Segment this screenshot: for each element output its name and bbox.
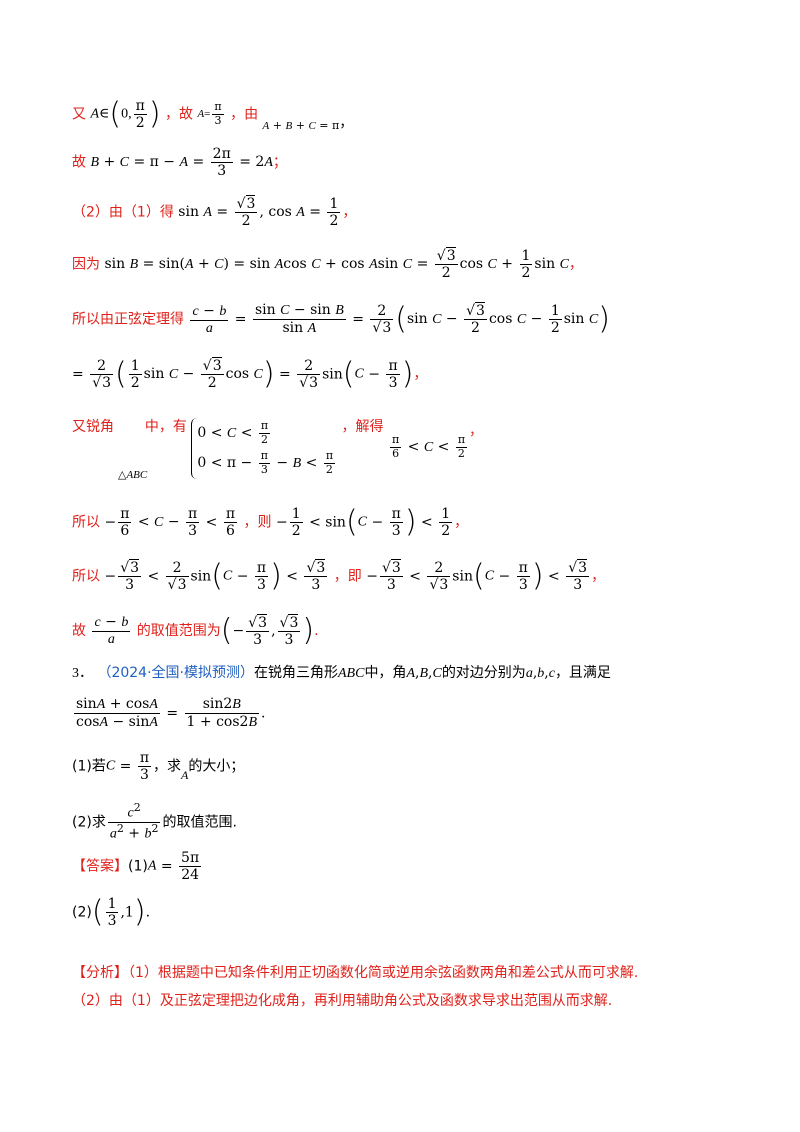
analysis-label: 【分析】 xyxy=(72,965,128,981)
q3-part1-ask: ，求 xyxy=(153,758,182,775)
text-zhongyou: 中，有 xyxy=(144,419,187,436)
question-number: 3． xyxy=(72,666,93,681)
answer-label: 【答案】 xyxy=(72,858,128,875)
text-suoyi-zhengxian: 所以由正弦定理得 xyxy=(72,311,184,328)
q3-text-d: ，且满足 xyxy=(554,665,611,681)
answer-line-2: (2)(1 3,1). xyxy=(72,894,151,930)
question-3: 3． （2024·全国·模拟预测）在锐角三角形ABC中，角A,B,C的对边分别为… xyxy=(72,665,611,681)
line-4: 因为 sin B = sin(A + C) = sin Acos C + cos… xyxy=(72,247,583,282)
answer-part2: (2) xyxy=(72,904,92,921)
q3-part1-size: 的大小； xyxy=(188,758,245,775)
text-ruijiao: 又锐角 xyxy=(72,419,114,436)
text-you: 又 xyxy=(72,106,86,123)
text-ze: ，则 xyxy=(243,514,272,531)
text-suoyi-1: 所以 xyxy=(72,514,100,531)
question-3-part2: (2)求 c2 a2 + b2 的取值范围. xyxy=(72,801,237,842)
answer-line-1: 【答案】(1)A = 5π 24 xyxy=(72,850,202,884)
text-suoyi-2: 所以 xyxy=(72,568,100,585)
text-you2: ，由 xyxy=(230,106,259,123)
q3-text-a: 在锐角三角形 xyxy=(253,665,338,681)
text-gu: ，故 xyxy=(164,106,193,123)
answer-part1: (1) xyxy=(128,858,148,875)
line-6: = 2 √3(1 2 sin C − √3 2 cos C) = 2 √3 sin(C − π… xyxy=(72,356,428,392)
text-gu2: 故 xyxy=(72,154,86,171)
line-2: 故 B + C = π − A = 2π 3 = 2A； xyxy=(72,146,287,180)
analysis-text-2: （2）由（1）及正弦定理把边化成角，再利用辅助角公式及函数求导求出范围从而求解. xyxy=(72,993,613,1009)
analysis-text-1: （1）根据题中已知条件利用正切函数化简或逆用余弦函数两角和差公式从而可求解. xyxy=(128,965,639,981)
text-jiede: ，解得 xyxy=(341,419,384,436)
math-A-in: A xyxy=(90,106,100,122)
question-source: （2024·全国·模拟预测） xyxy=(97,665,254,681)
line-3: （2）由（1）得 sin A = √3 2, cos A = 1 2， xyxy=(72,195,357,230)
q3-part1-label: (1)若 xyxy=(72,758,106,775)
question-3-part1: (1)若C = π 3 ，求A的大小； xyxy=(72,750,245,784)
q3-text-c: 的对边分别为 xyxy=(441,665,526,681)
line-1: 又 A∈(0, π 2) ，故 A= π 3 ，由 A + B + C = π， xyxy=(72,96,354,132)
analysis-line-1: 【分析】（1）根据题中已知条件利用正切函数化简或逆用余弦函数两角和差公式从而可求… xyxy=(72,966,638,980)
analysis-line-2: （2）由（1）及正弦定理把边化成角，再利用辅助角公式及函数求导求出范围从而求解. xyxy=(72,994,612,1008)
text-gu3: 故 xyxy=(72,623,86,640)
question-3-equation: sinA + cosA cosA − sinA = sin2B 1 + cos2B. xyxy=(74,696,266,731)
q3-text-b: 中，角 xyxy=(364,665,407,681)
text-range: 的取值范围为 xyxy=(136,623,221,640)
text-yinwei: 因为 xyxy=(72,256,100,273)
line-9: 所以 − √3 3 < 2 √3 sin(C − π 3) < √3 3 ，即 − √3 3 <… xyxy=(72,558,606,594)
text-step2: （2）由（1）得 xyxy=(72,204,174,221)
triangle-abc: △ABC xyxy=(118,469,148,481)
q3-part2-label: (2)求 xyxy=(72,814,106,831)
text-ji: ，即 xyxy=(333,568,362,585)
q3-part2-range: 的取值范围. xyxy=(162,814,237,831)
